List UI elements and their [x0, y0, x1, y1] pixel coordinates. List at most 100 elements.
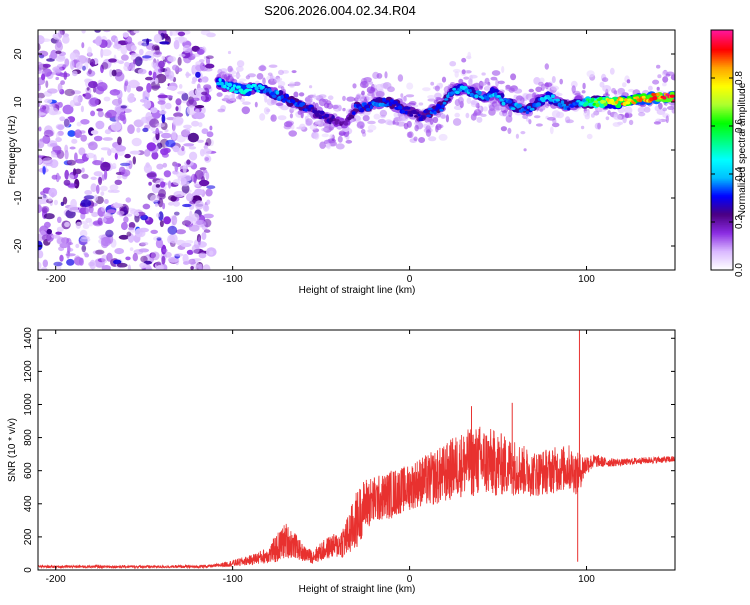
noise-speckle	[186, 193, 194, 202]
colorbar-cell	[711, 262, 733, 265]
ridge-cell	[392, 100, 398, 105]
colorbar-cell	[711, 208, 733, 211]
ridge-halo-speckle	[223, 94, 230, 102]
noise-speckle	[188, 258, 197, 265]
colorbar-cell	[711, 176, 733, 179]
noise-speckle	[62, 35, 70, 44]
colorbar-cell	[711, 128, 733, 131]
noise-speckle	[171, 130, 177, 141]
ridge-halo-speckle	[523, 148, 527, 152]
colorbar-cell	[711, 252, 733, 255]
colorbar-cell	[711, 36, 733, 39]
ridge-halo-speckle	[277, 77, 283, 82]
ridge-halo-speckle	[513, 88, 523, 94]
colorbar-cell	[711, 188, 733, 191]
noise-speckle	[199, 167, 207, 171]
noise-speckle	[155, 184, 161, 188]
colorbar-cell	[711, 142, 733, 145]
ridge-cell	[439, 108, 444, 112]
colorbar-cell	[711, 220, 733, 223]
ridge-halo-speckle	[505, 115, 513, 123]
noise-speckle	[203, 204, 210, 212]
noise-speckle	[115, 113, 120, 123]
noise-speckle	[97, 110, 104, 118]
ridge-cell	[562, 103, 567, 107]
noise-speckle	[90, 110, 96, 117]
ridge-halo-speckle	[470, 100, 478, 105]
ridge-cell	[454, 90, 460, 95]
ridge-halo-speckle	[223, 74, 227, 79]
ridge-halo-speckle	[376, 73, 383, 79]
ridge-cell	[485, 96, 490, 101]
ridge-halo-speckle	[256, 73, 264, 80]
ridge-cell	[536, 102, 542, 107]
noise-speckle	[66, 159, 76, 166]
noise-speckle	[64, 221, 70, 228]
ridge-cell	[435, 106, 439, 111]
colorbar-cell	[711, 202, 733, 205]
ridge-cell	[230, 87, 236, 91]
colorbar-cell	[711, 260, 733, 263]
noise-speckle	[41, 207, 48, 214]
noise-speckle	[158, 189, 166, 198]
colorbar-cell	[711, 226, 733, 229]
noise-speckle	[134, 212, 140, 217]
noise-speckle	[63, 71, 68, 80]
ridge-halo-speckle	[515, 95, 523, 102]
noise-speckle	[151, 151, 159, 160]
noise-speckle	[164, 129, 169, 133]
noise-speckle	[176, 172, 187, 178]
colorbar-cell	[711, 168, 733, 171]
noise-speckle	[205, 171, 210, 181]
ridge-cell	[468, 89, 472, 93]
ridge-cell	[331, 115, 335, 120]
noise-speckle	[55, 55, 66, 62]
ridge-halo-speckle	[626, 79, 631, 84]
noise-speckle	[116, 262, 128, 268]
ridge-halo-speckle	[278, 69, 284, 76]
noise-speckle	[191, 213, 200, 222]
ridge-cell	[593, 100, 599, 103]
ridge-cell	[368, 101, 372, 105]
ridge-cell	[256, 89, 261, 93]
noise-speckle	[203, 229, 211, 233]
ridge-halo-speckle	[535, 123, 543, 127]
ridge-halo-speckle	[283, 121, 293, 128]
noise-speckle	[127, 264, 132, 270]
noise-speckle	[58, 30, 63, 38]
ridge-cell	[411, 109, 417, 115]
noise-speckle	[113, 259, 122, 265]
noise-speckle	[159, 220, 164, 228]
ridge-halo-speckle	[544, 63, 549, 70]
noise-speckle	[139, 262, 147, 269]
colorbar-cell	[711, 268, 733, 271]
noise-speckle	[67, 242, 74, 246]
ridge-cell	[510, 107, 516, 110]
ridge-cell	[267, 88, 272, 91]
colorbar-cell	[711, 228, 733, 231]
noise-speckle	[121, 54, 129, 61]
colorbar-cell	[711, 164, 733, 167]
snr-panel	[38, 330, 675, 570]
noise-speckle	[201, 232, 207, 240]
noise-speckle	[56, 132, 60, 140]
ridge-cell	[442, 101, 447, 105]
noise-speckle	[59, 254, 64, 262]
heatmap-panel	[38, 30, 675, 270]
colorbar-cell	[711, 116, 733, 119]
ridge-halo-speckle	[468, 74, 478, 79]
colorbar-cell	[711, 90, 733, 93]
ridge-halo-speckle	[670, 102, 675, 108]
ridge-halo-speckle	[452, 68, 461, 73]
ridge-halo-speckle	[457, 96, 464, 105]
noise-speckle	[81, 30, 86, 34]
noise-speckle	[75, 61, 83, 70]
colorbar-cell	[711, 98, 733, 101]
noise-speckle	[202, 148, 212, 155]
ridge-halo-speckle	[430, 81, 435, 86]
ridge-halo-speckle	[662, 76, 669, 83]
noise-speckle	[134, 56, 143, 67]
noise-speckle	[162, 202, 166, 210]
noise-speckle	[168, 180, 172, 189]
noise-speckle	[140, 255, 148, 263]
